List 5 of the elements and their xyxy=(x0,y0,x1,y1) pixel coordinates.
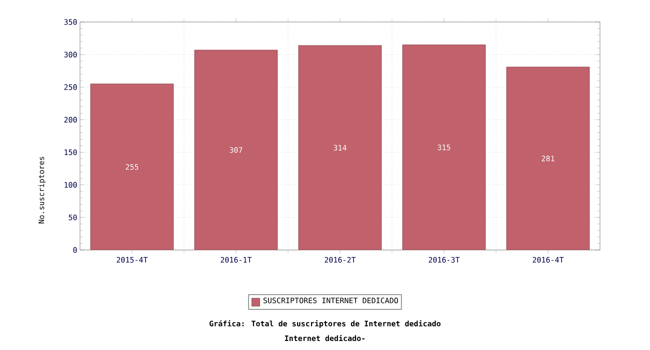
bar xyxy=(90,84,174,250)
bar xyxy=(194,50,278,250)
bar xyxy=(506,66,590,250)
bar xyxy=(298,45,382,250)
bar xyxy=(402,44,486,250)
